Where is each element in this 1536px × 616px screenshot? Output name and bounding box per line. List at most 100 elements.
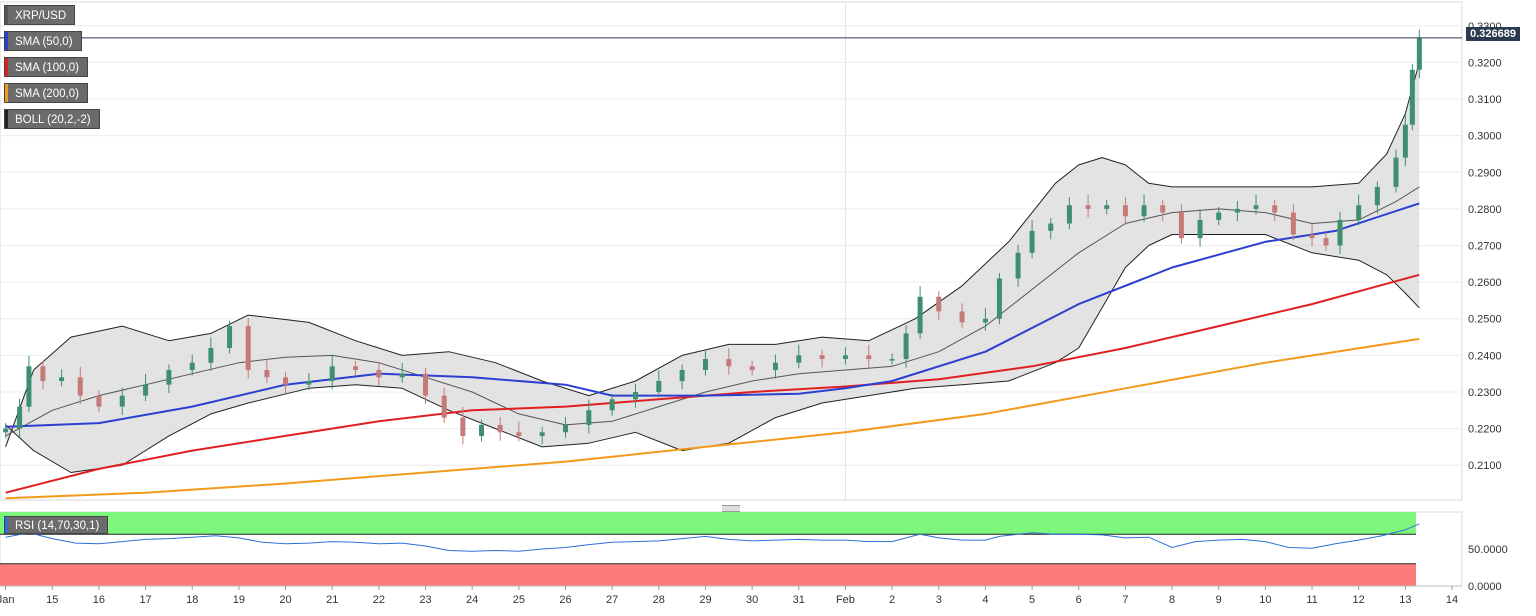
legend-symbol-swatch [5,6,8,24]
candle-body [586,410,592,425]
legend-rsi[interactable]: RSI (14,70,30,1) [4,516,109,534]
pane-resize-handle[interactable] [722,505,740,512]
candle-body [1048,223,1054,231]
candle-body [479,424,485,436]
candle-body [1122,205,1128,217]
candle-body [306,380,312,385]
y-tick-label: 0.3100 [1468,94,1502,106]
y-tick-label: 0.2900 [1468,167,1502,179]
candle-body [1015,252,1021,279]
y-tick-label: 0.2700 [1468,241,1502,253]
x-tick-label: Feb [836,594,855,606]
candle-body [3,428,9,433]
y-tick-label: 0.2600 [1468,277,1502,289]
candle-body [1356,205,1362,220]
candle-body [1160,205,1166,213]
candle-body [26,366,32,407]
candle-body [1416,37,1422,70]
candle-body [1141,205,1147,217]
y-tick-label: 0.2300 [1468,387,1502,399]
sma-200-line [5,337,1420,500]
candle-body [903,333,909,360]
y-tick-label: 0.2400 [1468,350,1502,362]
legend-symbol[interactable]: XRP/USD [4,5,76,25]
candle-body [1290,212,1296,235]
candle-body [208,348,214,363]
candle-body [1323,238,1329,246]
x-tick-label: 4 [982,594,988,606]
x-tick-label: 14 [1446,594,1458,606]
legend-sma-200[interactable]: SMA (200,0) [4,83,88,103]
x-tick-label: 7 [1122,594,1128,606]
candle-body [441,395,447,418]
x-tick-label: 11 [1306,594,1317,606]
candle-body [632,391,638,400]
candle-body [1066,205,1072,224]
candle-body [796,355,802,363]
candle-body [539,432,545,436]
candle-body [749,366,755,371]
candle-body [1085,205,1091,209]
boll-lower-line [5,234,1420,473]
candle-body [726,359,732,367]
x-tick-label: 2 [889,594,895,606]
candle-body [497,424,503,433]
candle-body [1309,234,1315,239]
candle-body [842,355,848,360]
y-tick-label: 0.2800 [1468,204,1502,216]
legend-sma-200-label: SMA (200,0) [15,88,79,100]
candle-body [1104,205,1110,209]
legend-sma-50[interactable]: SMA (50,0) [4,31,82,51]
legend-boll[interactable]: BOLL (20,2,-2) [4,109,100,129]
candle-body [1337,219,1343,246]
candle-body [702,359,708,371]
legend-sma-50-label: SMA (50,0) [15,36,73,48]
x-tick-label: 31 [793,594,805,606]
candle-body [376,370,382,378]
candle-body [609,399,615,411]
candle-body [423,373,429,396]
x-tick-label: 5 [1029,594,1035,606]
y-tick-label: 0.2500 [1468,314,1502,326]
x-tick-label: 10 [1259,594,1271,606]
boll-upper-line [5,62,1420,448]
candle-body [1409,69,1415,125]
x-tick-label: 27 [606,594,618,606]
x-tick-label: 21 [326,594,338,606]
candle-body [1393,157,1399,187]
candle-body [329,366,335,381]
x-tick-label: 20 [279,594,291,606]
x-tick-label: 13 [1399,594,1411,606]
candle-body [819,355,825,360]
candle-body [1178,212,1184,239]
candle-body [1272,205,1278,213]
candle-body [166,370,172,385]
rsi-line [5,523,1420,552]
candle-body [283,377,289,385]
y-tick-label: 0.3200 [1468,57,1502,69]
candle-body [264,370,270,378]
candle-body [143,384,149,396]
y-tick-label: 0.3300 [1468,21,1502,33]
x-tick-label: 17 [139,594,151,606]
candle-body [1029,230,1035,253]
candle-body [59,377,65,381]
candle-body [1374,186,1380,206]
candle-body [959,311,965,323]
x-tick-label: 23 [419,594,431,606]
candle-body [77,377,83,396]
candle-body [189,362,195,371]
x-tick-label: 3 [936,594,942,606]
candle-body [227,326,233,349]
legend-symbol-label: XRP/USD [15,10,67,22]
legend-sma-100[interactable]: SMA (100,0) [4,57,88,77]
boll-band-fill [5,62,1420,473]
sma-50-line [5,202,1420,428]
x-tick-label: 6 [1076,594,1082,606]
x-tick-label: 30 [746,594,758,606]
candle-body [1216,212,1222,220]
candle-body [516,432,522,436]
x-tick-label: 15 [46,594,58,606]
candle-body [119,395,125,407]
